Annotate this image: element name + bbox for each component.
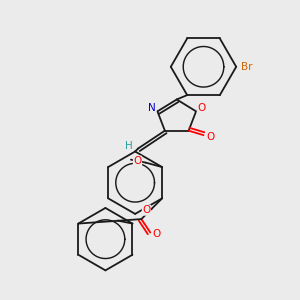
Text: O: O bbox=[152, 229, 160, 239]
Text: O: O bbox=[142, 205, 151, 215]
Text: O: O bbox=[134, 156, 142, 166]
Text: Br: Br bbox=[241, 62, 252, 72]
Text: O: O bbox=[197, 103, 206, 113]
Text: N: N bbox=[148, 103, 156, 113]
Text: O: O bbox=[206, 132, 214, 142]
Text: H: H bbox=[125, 140, 133, 151]
